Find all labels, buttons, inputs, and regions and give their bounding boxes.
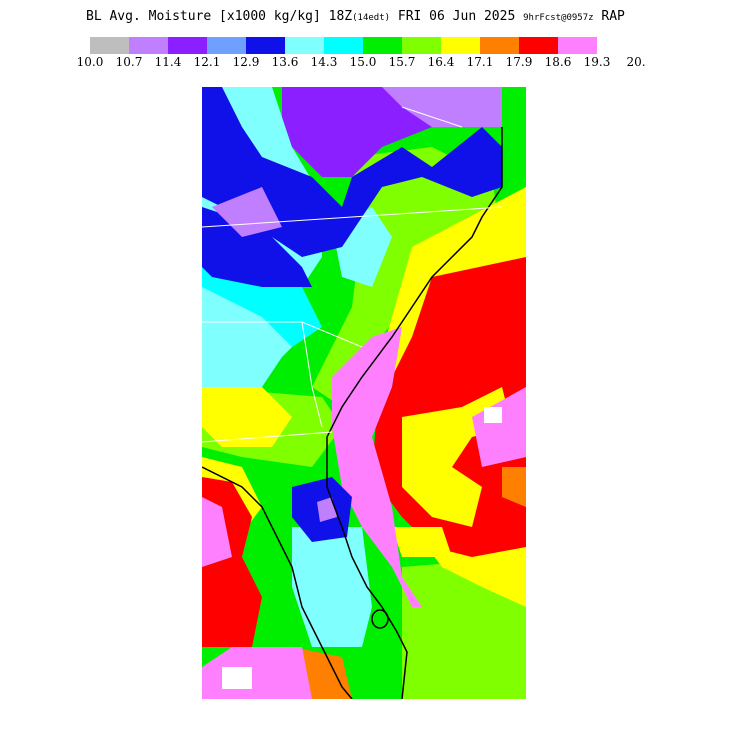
title-local-time: (14edt) [352, 13, 391, 23]
legend-tick-label: 19.3 [583, 55, 611, 69]
legend-tick-label: 12.1 [193, 55, 221, 69]
legend-tick-label: 14.3 [310, 55, 338, 69]
legend-tick-label: 15.7 [388, 55, 416, 69]
legend-swatch [246, 37, 285, 54]
state-border [202, 431, 333, 443]
title-main: BL Avg. Moisture [x1000 kg/kg] 18Z [86, 9, 353, 24]
legend-tick-label: 17.1 [466, 55, 494, 69]
field-yellow-band [392, 527, 452, 557]
map-svg [202, 87, 526, 699]
legend-tick-label: 15.0 [349, 55, 377, 69]
field-blue-north [202, 87, 502, 257]
gulf-coastline [202, 466, 353, 699]
legend-swatch [129, 37, 168, 54]
legend-swatch [441, 37, 480, 54]
legend-swatch [558, 37, 597, 54]
legend-swatch [402, 37, 441, 54]
legend-tick-label: 10.7 [115, 55, 143, 69]
legend-tick-label: 17.9 [505, 55, 533, 69]
field-yellow-west [202, 387, 292, 447]
coastline [326, 127, 503, 699]
color-legend [90, 37, 597, 54]
state-border [202, 206, 503, 228]
legend-tick-label: 10.0 [76, 55, 104, 69]
field-lavender [382, 87, 502, 127]
field-white-spot [484, 407, 502, 423]
legend-swatch [363, 37, 402, 54]
chart-title: BL Avg. Moisture [x1000 kg/kg] 18Z(14edt… [86, 9, 686, 24]
field-blue-west [202, 207, 312, 287]
legend-tick-label: 11.4 [154, 55, 182, 69]
field-lavender-center [317, 497, 337, 522]
lake-okeechobee [371, 609, 389, 629]
legend-swatch [519, 37, 558, 54]
title-forecast: 9hrFcst@0957z [523, 13, 594, 23]
legend-tick-label: 13.6 [271, 55, 299, 69]
state-border [301, 321, 323, 428]
legend-swatch [90, 37, 129, 54]
field-white-spot-south [222, 667, 252, 689]
legend-swatch [207, 37, 246, 54]
field-pink-ocean [472, 387, 526, 467]
field-orange [502, 467, 526, 507]
field-pink-coast [332, 327, 422, 607]
legend-tick-label: 16.4 [427, 55, 455, 69]
legend-swatch [168, 37, 207, 54]
state-border [401, 106, 463, 128]
legend-swatch [285, 37, 324, 54]
legend-tick-label: 12.9 [232, 55, 260, 69]
title-model: RAP [601, 9, 625, 24]
field-lavender-west [212, 187, 282, 237]
moisture-map [202, 87, 526, 699]
legend-swatch [480, 37, 519, 54]
legend-tick-label: 18.6 [544, 55, 572, 69]
legend-tick-label: 20. [626, 55, 646, 69]
title-date: FRI 06 Jun 2025 [397, 9, 516, 24]
field-pink-gulf [202, 497, 232, 567]
legend-swatch [324, 37, 363, 54]
legend-ticks: 10.0 10.7 11.4 12.1 12.9 13.6 14.3 15.0 15.7 16.4… [0, 55, 729, 71]
